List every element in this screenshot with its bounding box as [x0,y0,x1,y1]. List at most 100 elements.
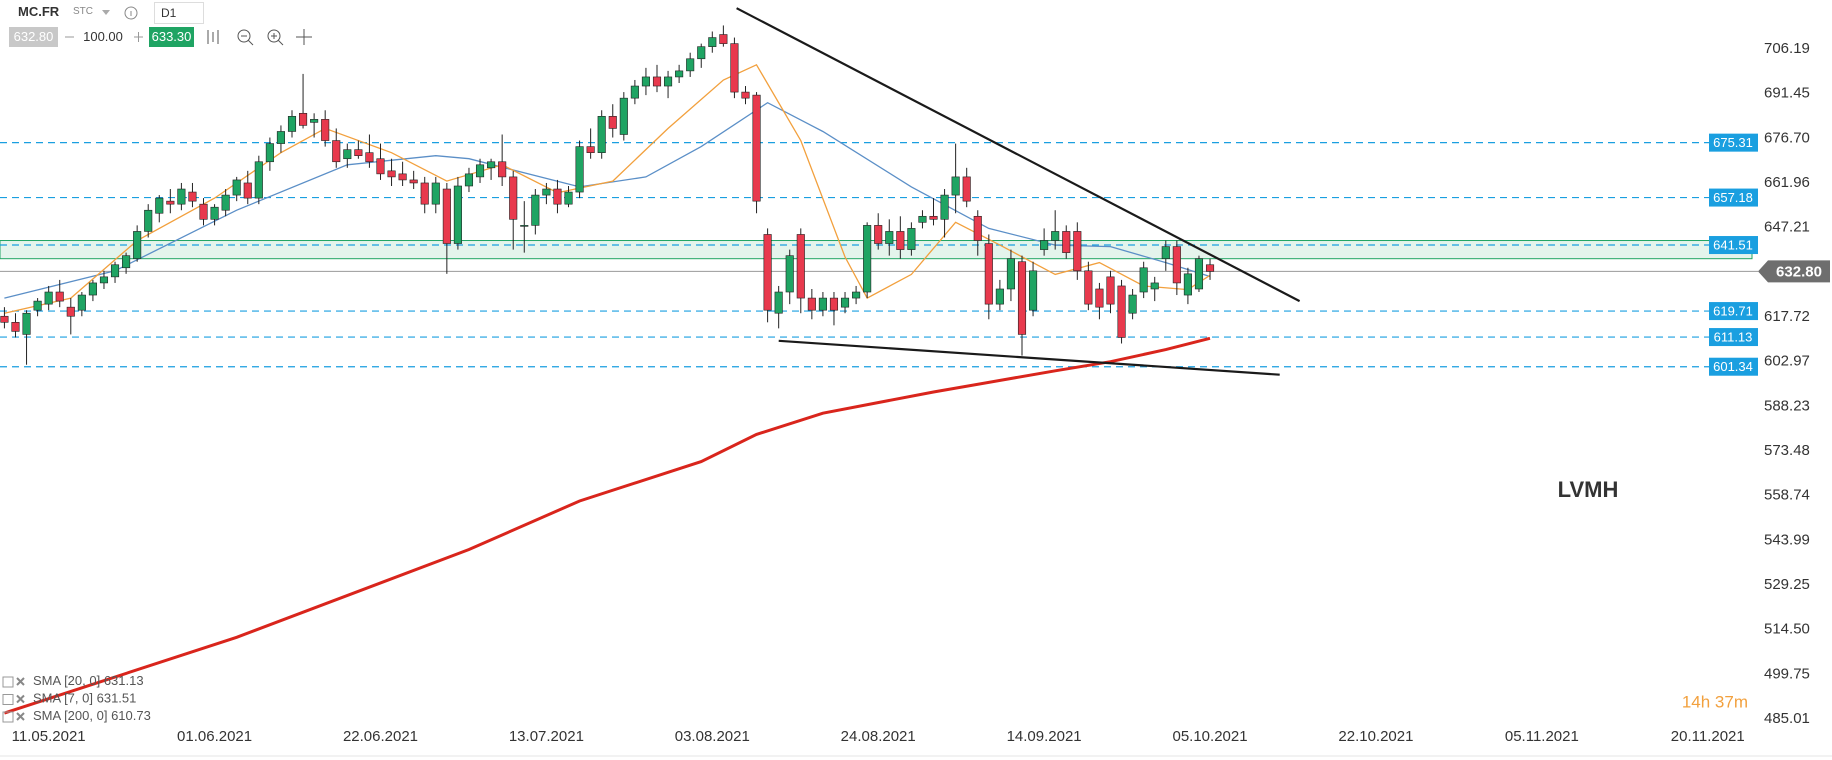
candle-body [166,200,175,205]
x-tick-label: 03.08.2021 [675,728,750,745]
minus[interactable] [62,27,78,47]
legend-value: 610.73 [111,708,151,723]
candle-body [365,152,374,163]
candle-body [1073,231,1082,272]
x-tick-label: 24.08.2021 [841,728,916,745]
y-tick-label: 647.21 [1764,219,1810,236]
candle-body [664,76,673,87]
x-tick-label: 20.11.2021 [1671,728,1745,745]
candle-body [232,179,241,196]
candle-body [144,209,153,232]
y-tick-label: 588.23 [1764,397,1810,414]
y-tick-label: 661.96 [1764,174,1810,191]
y-tick-label: 617.72 [1764,308,1810,325]
candle-body [652,76,662,87]
candle-body [55,291,64,302]
x-tick-label: 22.06.2021 [343,728,418,745]
candle-body [752,94,761,202]
candle-body [553,188,562,205]
y-tick-label: 485.01 [1764,710,1810,727]
candle-body [807,297,816,311]
candle-body [99,276,109,284]
candle-body [464,173,474,187]
candle-body [885,231,894,244]
level-label: 675.31 [1713,135,1753,150]
candle-body [0,315,9,323]
y-tick-label: 558.74 [1764,487,1810,504]
tools[interactable] [204,26,320,48]
candle-body [741,91,750,99]
legend-value: 631.51 [97,691,137,706]
candle-body [22,312,31,335]
candle-body [11,322,20,332]
plus[interactable] [131,27,147,47]
candle-body [984,243,993,305]
candle-body [896,231,905,250]
candle-body [44,291,53,305]
candle-body [1139,267,1148,293]
candle-body [509,176,518,220]
candle-body [641,76,650,87]
legend-icon [2,694,14,705]
candle-body [122,255,131,269]
candle-body [608,116,617,129]
candle-body [929,215,938,220]
y-tick-label: 676.70 [1764,129,1810,146]
level-tag [1709,328,1758,347]
ask[interactable]: 633.30 [149,27,194,47]
interval[interactable]: D1 [154,2,204,24]
trendline [736,7,1301,303]
annotation: LVMH [1558,477,1619,502]
dropdown-info[interactable] [100,6,140,20]
candle-body [1029,270,1038,311]
candle-body [155,197,164,214]
candle-body [177,188,186,205]
candle-body [1062,231,1071,253]
candle-body [1194,258,1204,290]
candle-body [863,225,872,293]
level-tag [1709,188,1758,207]
candle-body [1161,246,1170,259]
candle-body [785,255,794,293]
candle-body [1183,273,1192,296]
candle-body [995,288,1004,305]
candle-body [66,306,75,317]
candle-body [33,300,42,311]
candle-body [77,294,86,311]
timer: 14h 37m [1682,692,1748,711]
candle-body [453,185,462,244]
legend-name: SMA [7, 0] [33,691,93,706]
candle-body [1040,240,1049,250]
candle-body [1017,261,1027,335]
y-tick-label: 602.97 [1764,353,1810,370]
candle-body [1205,264,1215,272]
candle-body [597,116,606,153]
candle-body [276,131,285,144]
symbol[interactable]: MC.FR [18,4,60,19]
candle-body [133,231,142,259]
candle-body [840,297,850,308]
y-tick-label: 543.99 [1764,531,1810,548]
sma-line [3,336,1211,715]
legend-value: 631.13 [104,673,144,688]
candle-body [420,182,429,205]
candle-body [564,191,573,205]
legend-close [16,712,25,721]
x-tick-label: 05.10.2021 [1172,728,1247,745]
candle-body [343,149,352,160]
candle-body [675,70,684,78]
legend-close [16,694,25,704]
legend-name: SMA [20, 0] [33,673,100,688]
candle-body [1150,282,1159,290]
candle-body [431,182,440,205]
y-tick-label: 514.50 [1764,621,1810,638]
bid[interactable]: 632.80 [9,27,58,47]
legend-icon [2,676,14,688]
x-tick-label: 13.07.2021 [509,728,584,745]
candle-body [210,206,219,220]
candle-body [697,46,706,60]
candle-body [498,161,507,178]
candle-body [940,194,949,220]
volume[interactable]: 100.00 [83,29,123,44]
